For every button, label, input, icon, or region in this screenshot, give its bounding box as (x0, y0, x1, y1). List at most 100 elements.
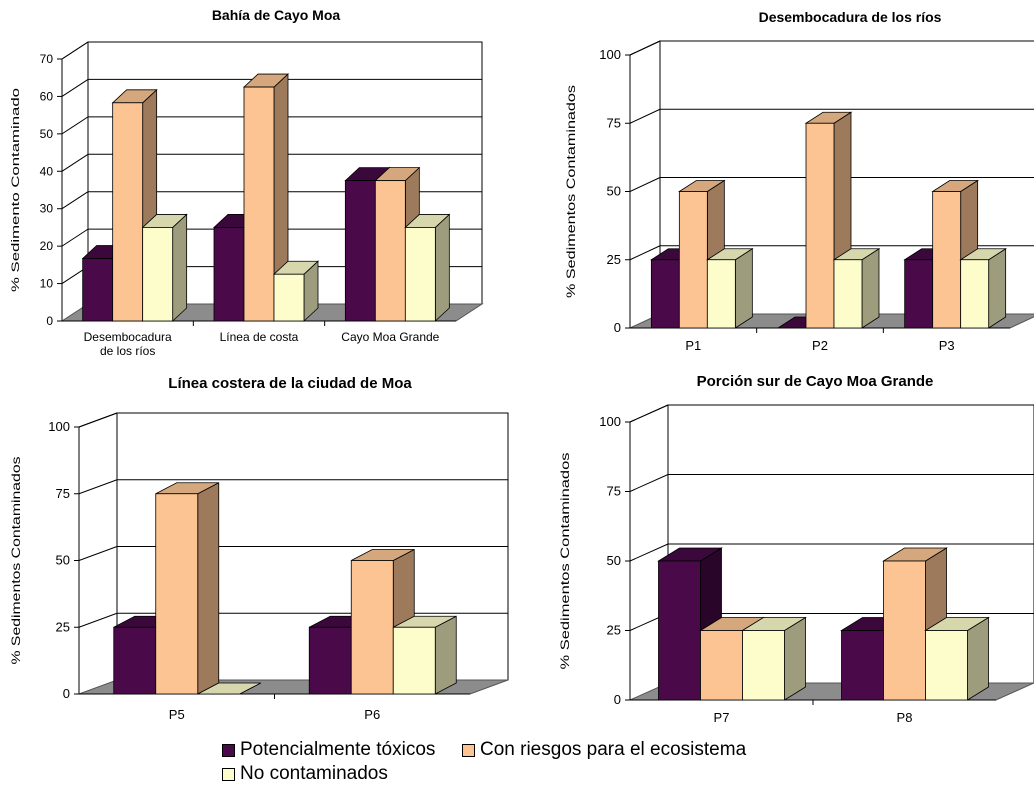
bar-front (344, 180, 376, 322)
bar-front (883, 560, 926, 701)
y-tick-label: 100 (599, 47, 621, 62)
bar-front (273, 273, 305, 322)
bar-front (805, 122, 835, 329)
bar-no-contaminados (924, 616, 990, 701)
bar-side (861, 248, 880, 329)
y-tick-label: 50 (40, 127, 54, 141)
bar-side (988, 248, 1007, 329)
chart-panel-3: 0 25 50 75 100 Línea costera de la ciudad de … (9, 375, 509, 722)
x-tick-label: P2 (812, 338, 828, 353)
bar-front (650, 259, 680, 329)
bar-front (925, 630, 968, 701)
y-axis-label: % Sedimentos Contaminados (9, 457, 23, 665)
bar-top (197, 682, 261, 695)
wall-edge (78, 412, 118, 428)
y-tick-label: 60 (40, 89, 54, 103)
y-tick-label: 40 (40, 164, 54, 178)
y-tick-label: 100 (48, 419, 70, 434)
chart-panel-2: 0 25 50 75 100 Desembocadura de los ríos % Sed… (564, 9, 1034, 353)
bar-side (784, 616, 806, 701)
legend-swatch-con-riesgos (462, 743, 475, 757)
bar-no-contaminados (959, 248, 1008, 329)
bar-front (350, 560, 394, 695)
y-tick-label: 10 (40, 277, 54, 291)
legend-item-no-contaminados: No contaminados (222, 762, 388, 786)
wall-edge (629, 40, 661, 56)
gridline-side (61, 228, 89, 247)
bar-no-contaminados (832, 248, 881, 329)
chart-panel-1: 0 10 20 30 40 50 60 70 Bahía de Cayo Moa % Sedime… (10, 7, 484, 358)
y-tick-label: 0 (614, 320, 621, 335)
bar-front (404, 227, 436, 322)
bar-no-contaminados (272, 260, 320, 322)
bar-side (197, 482, 220, 695)
y-tick-label: 50 (56, 553, 70, 568)
x-tick-label: Desembocadura de los ríos (84, 330, 172, 358)
bar-no-contaminados (197, 682, 261, 695)
bar-front (155, 493, 199, 695)
bar-front (392, 626, 436, 695)
x-tick-label: P1 (685, 338, 701, 353)
bar-side (967, 616, 989, 701)
bar-front (112, 102, 144, 322)
bar-front (374, 180, 406, 322)
y-tick-label: 25 (607, 252, 621, 267)
bar-front (308, 626, 352, 695)
y-tick-label: 50 (607, 553, 621, 568)
bar-front (700, 630, 743, 701)
x-tick-label: Línea de costa (220, 330, 299, 344)
gridline-side (78, 546, 118, 561)
bar-no-contaminados (741, 616, 807, 701)
bar-side (734, 248, 753, 329)
gridline-side (629, 245, 661, 261)
legend-label-no-contaminados: No contaminados (240, 763, 388, 784)
legend-label-potencialmente-toxicos: Potencialmente tóxicos (240, 739, 436, 760)
x-tick-label: P6 (364, 707, 380, 722)
wall-edge (61, 41, 89, 60)
bar-no-contaminados (392, 615, 457, 695)
y-tick-label: 0 (614, 692, 621, 707)
bar-con-riesgos (155, 482, 220, 695)
y-tick-label: 25 (607, 623, 621, 638)
bar-front (243, 86, 275, 322)
chart-title: Línea costera de la ciudad de Moa (168, 375, 412, 392)
bar-con-riesgos (242, 73, 290, 322)
gridline-side (629, 108, 661, 124)
y-tick-label: 100 (599, 414, 621, 429)
wall-edge (629, 404, 669, 423)
y-axis-label: % Sedimentos Contaminados (558, 453, 572, 670)
bar-front (932, 191, 962, 329)
y-tick-label: 25 (56, 619, 70, 634)
bar-side (172, 213, 188, 322)
y-tick-label: 50 (607, 184, 621, 199)
bar-front (742, 630, 785, 701)
gridline-side (61, 116, 89, 135)
bar-front (841, 630, 884, 701)
bar-front (113, 626, 157, 695)
x-tick-label: P7 (714, 710, 730, 725)
gridline-side (61, 191, 89, 210)
gridline-side (629, 474, 669, 492)
legend-swatch-potencialmente-toxicos (222, 743, 235, 757)
x-tick-label: P3 (939, 338, 955, 353)
chart-title: Desembocadura de los ríos (759, 9, 942, 25)
x-tick-label: P8 (897, 710, 913, 725)
y-tick-label: 0 (63, 686, 70, 701)
bar-front (82, 258, 114, 322)
y-tick-label: 75 (56, 486, 70, 501)
x-tick-label: Cayo Moa Grande (341, 330, 439, 344)
y-axis-label: % Sedimentos Contaminados (564, 85, 578, 298)
gridline-side (629, 177, 661, 192)
chart-title: Bahía de Cayo Moa (212, 7, 341, 23)
bar-front (678, 191, 708, 329)
chart-title: Porción sur de Cayo Moa Grande (697, 373, 934, 390)
bar-no-contaminados (404, 213, 451, 322)
y-tick-label: 70 (40, 52, 54, 66)
bar-no-contaminados (705, 248, 754, 329)
legend-label-con-riesgos: Con riesgos para el ecosistema (480, 739, 747, 760)
legend-item-potencialmente-toxicos: Potencialmente tóxicos (222, 738, 435, 762)
gridline-side (629, 543, 669, 562)
bar-front (658, 560, 701, 701)
bar-side (434, 213, 450, 322)
